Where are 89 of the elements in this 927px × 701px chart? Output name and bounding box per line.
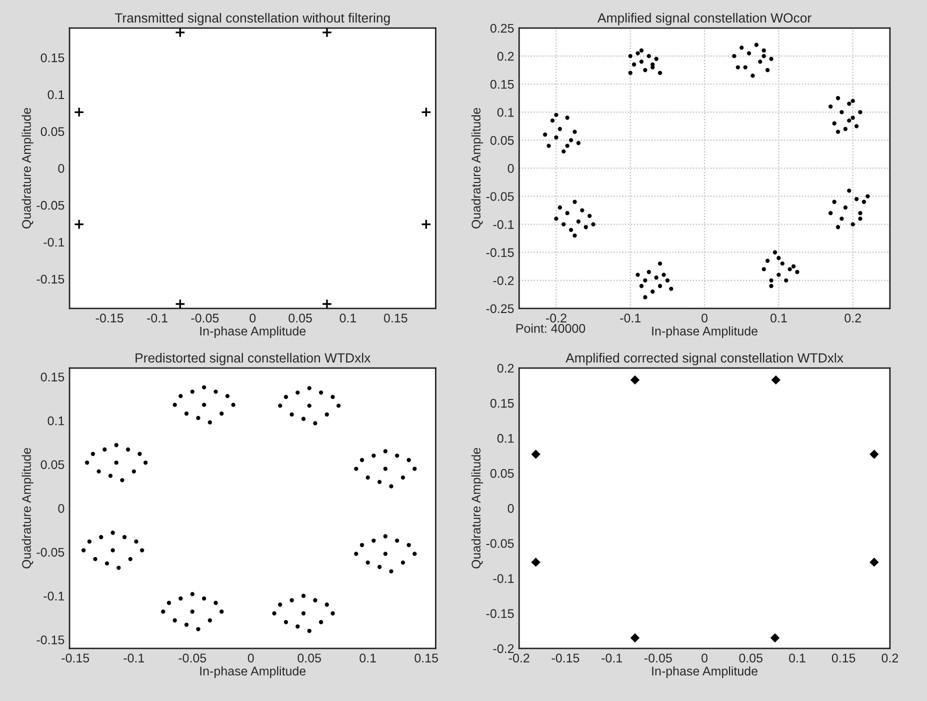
chart-title: Amplified corrected signal constellation WTDxlx xyxy=(566,352,844,366)
x-tick-label: -0.2 xyxy=(546,314,566,322)
point xyxy=(770,633,780,643)
x-tick-label: 0.15 xyxy=(832,654,856,662)
chart-title: Transmitted signal constellation without filtering xyxy=(114,12,390,26)
y-tick-label: 0.05 xyxy=(40,127,64,136)
y-tick-label: 0.2 xyxy=(497,52,514,61)
x-tick-label: 0.1 xyxy=(360,654,376,662)
point xyxy=(531,450,540,459)
y-tick-label: -0.05 xyxy=(36,548,64,557)
x-axis-title: In-phase Amplitude xyxy=(652,326,758,338)
x-tick-label: -0.15 xyxy=(96,314,124,322)
y-tick-label: 0.15 xyxy=(490,80,514,89)
y-tick-label: 0 xyxy=(508,164,514,173)
y-tick-label: -0.15 xyxy=(36,635,64,644)
point xyxy=(531,558,540,567)
y-tick-label: -0.1 xyxy=(493,220,514,229)
y-tick-label: -0.15 xyxy=(36,274,64,284)
point xyxy=(630,633,640,643)
y-tick-label: -0.05 xyxy=(36,200,64,210)
y-tick-label: -0.25 xyxy=(486,304,514,314)
x-tick-label: -0.05 xyxy=(644,654,672,662)
point xyxy=(74,106,84,118)
y-tick-label: 0 xyxy=(58,164,64,173)
y-axis-title: Quadrature Amplitude xyxy=(22,108,34,228)
x-tick-label: 0.2 xyxy=(844,314,861,322)
x-tick-label: 0.1 xyxy=(770,314,787,322)
y-tick-label: 0.05 xyxy=(40,460,64,470)
x-tick-label: 0.2 xyxy=(882,654,898,662)
point xyxy=(771,375,781,385)
x-tick-label: 0.05 xyxy=(298,654,321,662)
y-tick-label: -0.2 xyxy=(493,644,514,654)
y-tick-label: -0.05 xyxy=(486,192,514,201)
x-tick-label: -0.15 xyxy=(552,654,580,662)
y-tick-label: 0 xyxy=(58,504,64,513)
y-tick-label: 0.1 xyxy=(48,416,64,426)
y-tick-label: 0.1 xyxy=(48,90,64,100)
point xyxy=(420,219,432,230)
y-tick-label: -0.1 xyxy=(44,592,64,600)
x-tick-label: 0 xyxy=(248,654,254,662)
x-axis-title: In-phase Amplitude xyxy=(652,666,758,678)
y-axis-title: Quadrature Amplitude xyxy=(22,448,34,568)
x-tick-label: -0.1 xyxy=(124,654,144,662)
y-tick-label: 0.15 xyxy=(40,372,64,382)
y-tick-label: -0.05 xyxy=(486,539,514,548)
y-axis-title: Quadrature Amplitude xyxy=(471,108,483,228)
x-tick-label: 0.15 xyxy=(384,314,408,322)
point xyxy=(870,558,879,567)
point xyxy=(322,28,332,38)
x-tick-label: 0.1 xyxy=(789,654,806,662)
x-axis-title: In-phase Amplitude xyxy=(200,326,306,338)
y-tick-label: -0.15 xyxy=(486,609,514,618)
y-tick-label: 0 xyxy=(508,504,514,513)
x-tick-label: 0.05 xyxy=(288,314,312,322)
x-tick-label: -0.1 xyxy=(147,314,168,322)
y-axis-title: Quadrature Amplitude xyxy=(471,448,483,568)
x-tick-label: 0.15 xyxy=(414,654,438,662)
x-tick-label: 0.05 xyxy=(739,654,763,662)
point xyxy=(74,219,84,230)
point xyxy=(174,298,186,308)
chart-title: Amplified signal constellation WOcor xyxy=(597,12,812,26)
point xyxy=(630,375,640,385)
x-tick-label: 0.1 xyxy=(340,314,356,322)
point xyxy=(174,28,186,38)
text: Point: 40000 xyxy=(516,324,586,333)
chart-title: Predistorted signal constellation WTDxlx xyxy=(136,352,371,366)
x-axis-title: In-phase Amplitude xyxy=(200,666,306,678)
y-tick-label: -0.15 xyxy=(486,248,514,258)
x-tick-label: 0 xyxy=(250,314,256,322)
y-tick-label: 0.15 xyxy=(40,53,64,62)
x-tick-label: 0 xyxy=(702,654,708,662)
point xyxy=(420,106,432,118)
y-tick-label: -0.1 xyxy=(44,238,64,247)
y-tick-label: 0.05 xyxy=(490,136,514,145)
y-tick-label: 0.05 xyxy=(490,468,514,478)
y-tick-label: 0.2 xyxy=(497,364,514,373)
x-tick-label: -0.1 xyxy=(620,314,641,322)
point xyxy=(870,450,879,459)
x-tick-label: 0 xyxy=(702,314,708,322)
x-tick-label: -0.05 xyxy=(178,654,206,662)
x-tick-label: -0.05 xyxy=(191,314,219,322)
y-tick-label: 0.1 xyxy=(497,434,514,443)
x-tick-label: -0.1 xyxy=(602,654,622,662)
y-tick-label: 0.25 xyxy=(490,24,514,33)
y-tick-label: 0.15 xyxy=(490,398,514,408)
y-tick-label: 0.1 xyxy=(497,108,514,117)
point xyxy=(322,298,332,308)
y-tick-label: -0.2 xyxy=(493,276,514,286)
y-tick-label: -0.1 xyxy=(493,574,514,583)
